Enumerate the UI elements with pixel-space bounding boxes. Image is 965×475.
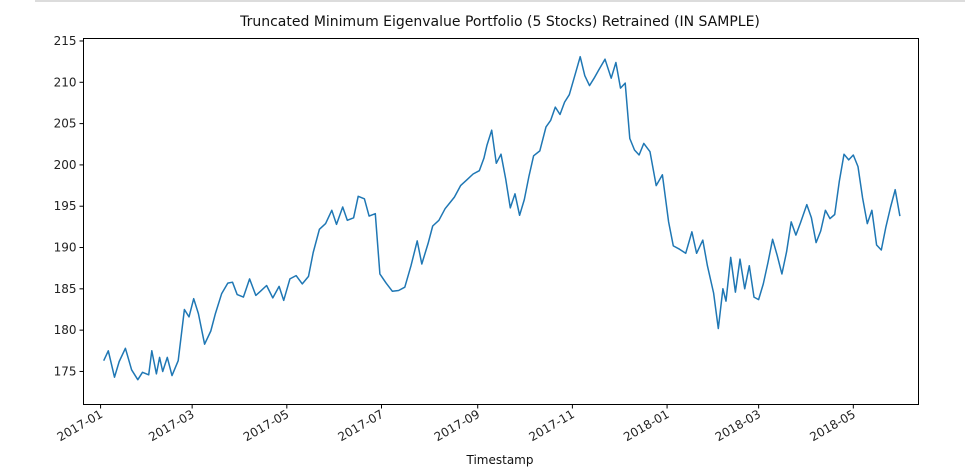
x-tick-label: 2017-03 [146, 407, 196, 444]
series-line [104, 57, 900, 380]
y-tick-label: 180 [54, 323, 77, 337]
x-tick-label: 2018-05 [807, 407, 857, 444]
chart-title: Truncated Minimum Eigenvalue Portfolio (… [239, 14, 760, 30]
y-tick-label: 190 [54, 241, 77, 255]
x-tick-label: 2017-05 [241, 407, 291, 444]
y-tick-label: 210 [54, 75, 77, 89]
series-layer [104, 57, 900, 380]
x-tick-label: 2017-09 [432, 407, 482, 444]
plot-area-frame [84, 39, 919, 405]
x-tick-label: 2017-11 [526, 407, 576, 444]
x-axis-label: Timestamp [466, 453, 534, 467]
x-axis: 2017-01 2017-03 2017-05 2017-07 2017-09 2017-… [55, 405, 858, 445]
y-tick-label: 215 [54, 34, 77, 48]
y-tick-label: 205 [54, 117, 77, 131]
y-tick-label: 200 [54, 158, 77, 172]
x-tick-label: 2018-01 [621, 407, 671, 444]
y-axis: 175 180 185 190 195 200 205 210 215 [54, 34, 84, 378]
y-tick-label: 185 [54, 282, 77, 296]
x-tick-label: 2018-03 [713, 407, 763, 444]
x-tick-label: 2017-01 [55, 407, 105, 444]
y-tick-label: 195 [54, 199, 77, 213]
x-tick-label: 2017-07 [336, 407, 386, 444]
y-tick-label: 175 [54, 364, 77, 378]
